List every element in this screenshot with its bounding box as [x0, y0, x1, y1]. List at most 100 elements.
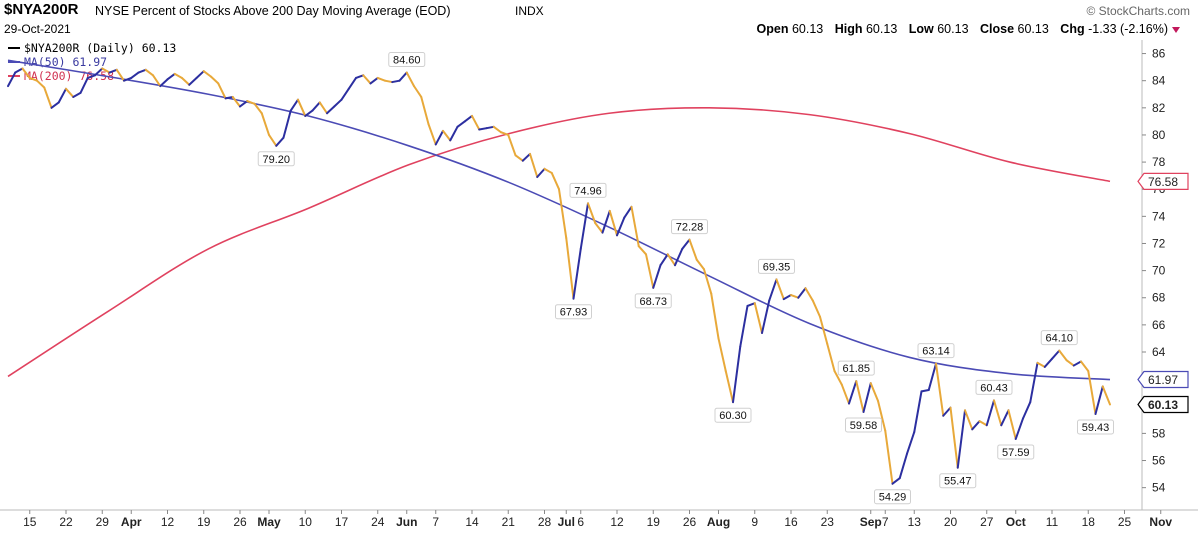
price-segment — [253, 102, 263, 115]
price-segment — [500, 131, 510, 136]
y-axis: 5456586062646668707274767880828486 — [1141, 40, 1166, 510]
price-segment — [819, 315, 829, 345]
price-segment — [101, 67, 111, 74]
price-segment — [144, 68, 154, 77]
price-segment — [782, 294, 792, 301]
annotation-label: 60.30 — [719, 410, 747, 422]
price-segment — [275, 136, 285, 147]
price-series — [7, 67, 1111, 485]
price-segment — [521, 152, 531, 162]
annotation-label: 69.35 — [763, 261, 791, 273]
price-segment — [630, 205, 640, 248]
x-axis: 15 22 29 Apr 12 19 26 May 10 17 24 Jun 7 14 21 28 Jul 6 12… — [0, 509, 1198, 529]
price-segment — [1065, 359, 1075, 367]
price-segment — [703, 268, 713, 295]
x-tick-label: 26 — [683, 515, 697, 529]
price-segment — [231, 95, 241, 108]
price-segment — [833, 369, 843, 386]
annotation-box — [555, 304, 592, 320]
price-segment — [543, 167, 553, 174]
price-segment — [1101, 385, 1111, 406]
brand-watermark[interactable]: © StockCharts.com — [1086, 4, 1190, 18]
price-annotation: 67.93 — [555, 304, 592, 320]
price-segment — [297, 98, 307, 117]
price-segment — [21, 67, 31, 79]
x-tick-label: 14 — [465, 515, 479, 529]
price-segment — [166, 72, 176, 81]
x-tick-label: 17 — [335, 515, 349, 529]
price-segment — [311, 101, 321, 112]
price-segment — [906, 431, 916, 455]
price-segment — [855, 380, 865, 413]
price-segment — [260, 112, 270, 136]
annotation-box — [874, 489, 911, 505]
annotation-label: 74.96 — [574, 185, 602, 197]
price-segment — [710, 292, 720, 340]
price-annotation: 57.59 — [997, 444, 1035, 460]
last-value-label: 60.13 — [1148, 398, 1178, 412]
price-segment — [492, 125, 502, 134]
last-value-label: 76.58 — [1148, 175, 1178, 189]
x-tick-label: 12 — [610, 515, 624, 529]
annotation-box — [714, 407, 752, 423]
price-segment — [420, 95, 430, 126]
price-segment — [137, 68, 147, 74]
price-segment — [1036, 361, 1046, 368]
x-tick-label: 28 — [538, 515, 552, 529]
price-annotation: 54.29 — [874, 489, 911, 505]
price-segment — [674, 247, 684, 267]
x-tick-label: 11 — [1046, 515, 1059, 529]
annotation-box — [634, 293, 672, 309]
x-tick-label: Sep — [860, 515, 882, 529]
annotation-label: 63.14 — [922, 346, 950, 358]
x-tick-label: 27 — [980, 515, 994, 529]
price-segment — [1072, 360, 1082, 367]
price-segment — [1051, 349, 1061, 360]
price-segment — [1094, 385, 1104, 415]
x-tick-label: Oct — [1006, 515, 1026, 529]
price-segment — [318, 101, 328, 115]
price-segment — [978, 420, 988, 427]
y-tick-label: 58 — [1152, 426, 1166, 440]
price-segment — [688, 238, 698, 261]
x-tick-label: 18 — [1082, 515, 1096, 529]
x-tick-label: Jul — [558, 515, 575, 529]
price-segment — [463, 114, 473, 123]
legend-ma50: MA(50) 61.97 — [24, 55, 107, 69]
price-chart[interactable]: $NYA200R (Daily) 60.13 MA(50) 61.97 MA(2… — [0, 40, 1198, 534]
price-segment — [732, 345, 742, 404]
price-segment — [898, 452, 908, 480]
x-tick-label: Jun — [396, 515, 417, 529]
y-tick-label: 84 — [1152, 74, 1166, 88]
price-segment — [224, 95, 234, 100]
price-segment — [891, 477, 901, 485]
price-segment — [920, 388, 930, 393]
price-segment — [558, 188, 568, 240]
x-tick-label: 6 — [577, 515, 584, 529]
price-segment — [811, 299, 821, 318]
chart-header: $NYA200R NYSE Percent of Stocks Above 20… — [0, 0, 1198, 40]
x-tick-label: 7 — [432, 515, 439, 529]
y-tick-label: 56 — [1152, 454, 1166, 468]
ohlc-readout: Open 60.13 High 60.13 Low 60.13 Close 60… — [749, 22, 1168, 36]
price-annotations: 84.60 79.20 74.96 67.93 72.28 68.73 69.35 60.30… — [257, 52, 1114, 505]
last-value-tags: 76.58 61.97 60.13 — [1137, 172, 1189, 414]
y-tick-label: 72 — [1152, 236, 1166, 250]
price-segment — [804, 287, 814, 302]
y-tick-label: 70 — [1152, 264, 1166, 278]
price-segment — [616, 216, 626, 237]
price-segment — [536, 167, 546, 179]
symbol-title[interactable]: $NYA200R — [4, 1, 79, 18]
price-segment — [659, 253, 669, 267]
annotation-label: 59.43 — [1082, 422, 1110, 434]
price-segment — [434, 129, 444, 146]
price-segment — [50, 101, 60, 109]
price-segment — [862, 382, 872, 413]
price-segment — [195, 70, 205, 79]
price-segment — [666, 253, 676, 267]
price-segment — [848, 380, 858, 405]
x-tick-label: 9 — [751, 515, 758, 529]
x-tick-label: 22 — [59, 515, 73, 529]
price-annotation: 60.43 — [975, 379, 1013, 395]
legend-ma200: MA(200) 76.58 — [24, 69, 114, 83]
